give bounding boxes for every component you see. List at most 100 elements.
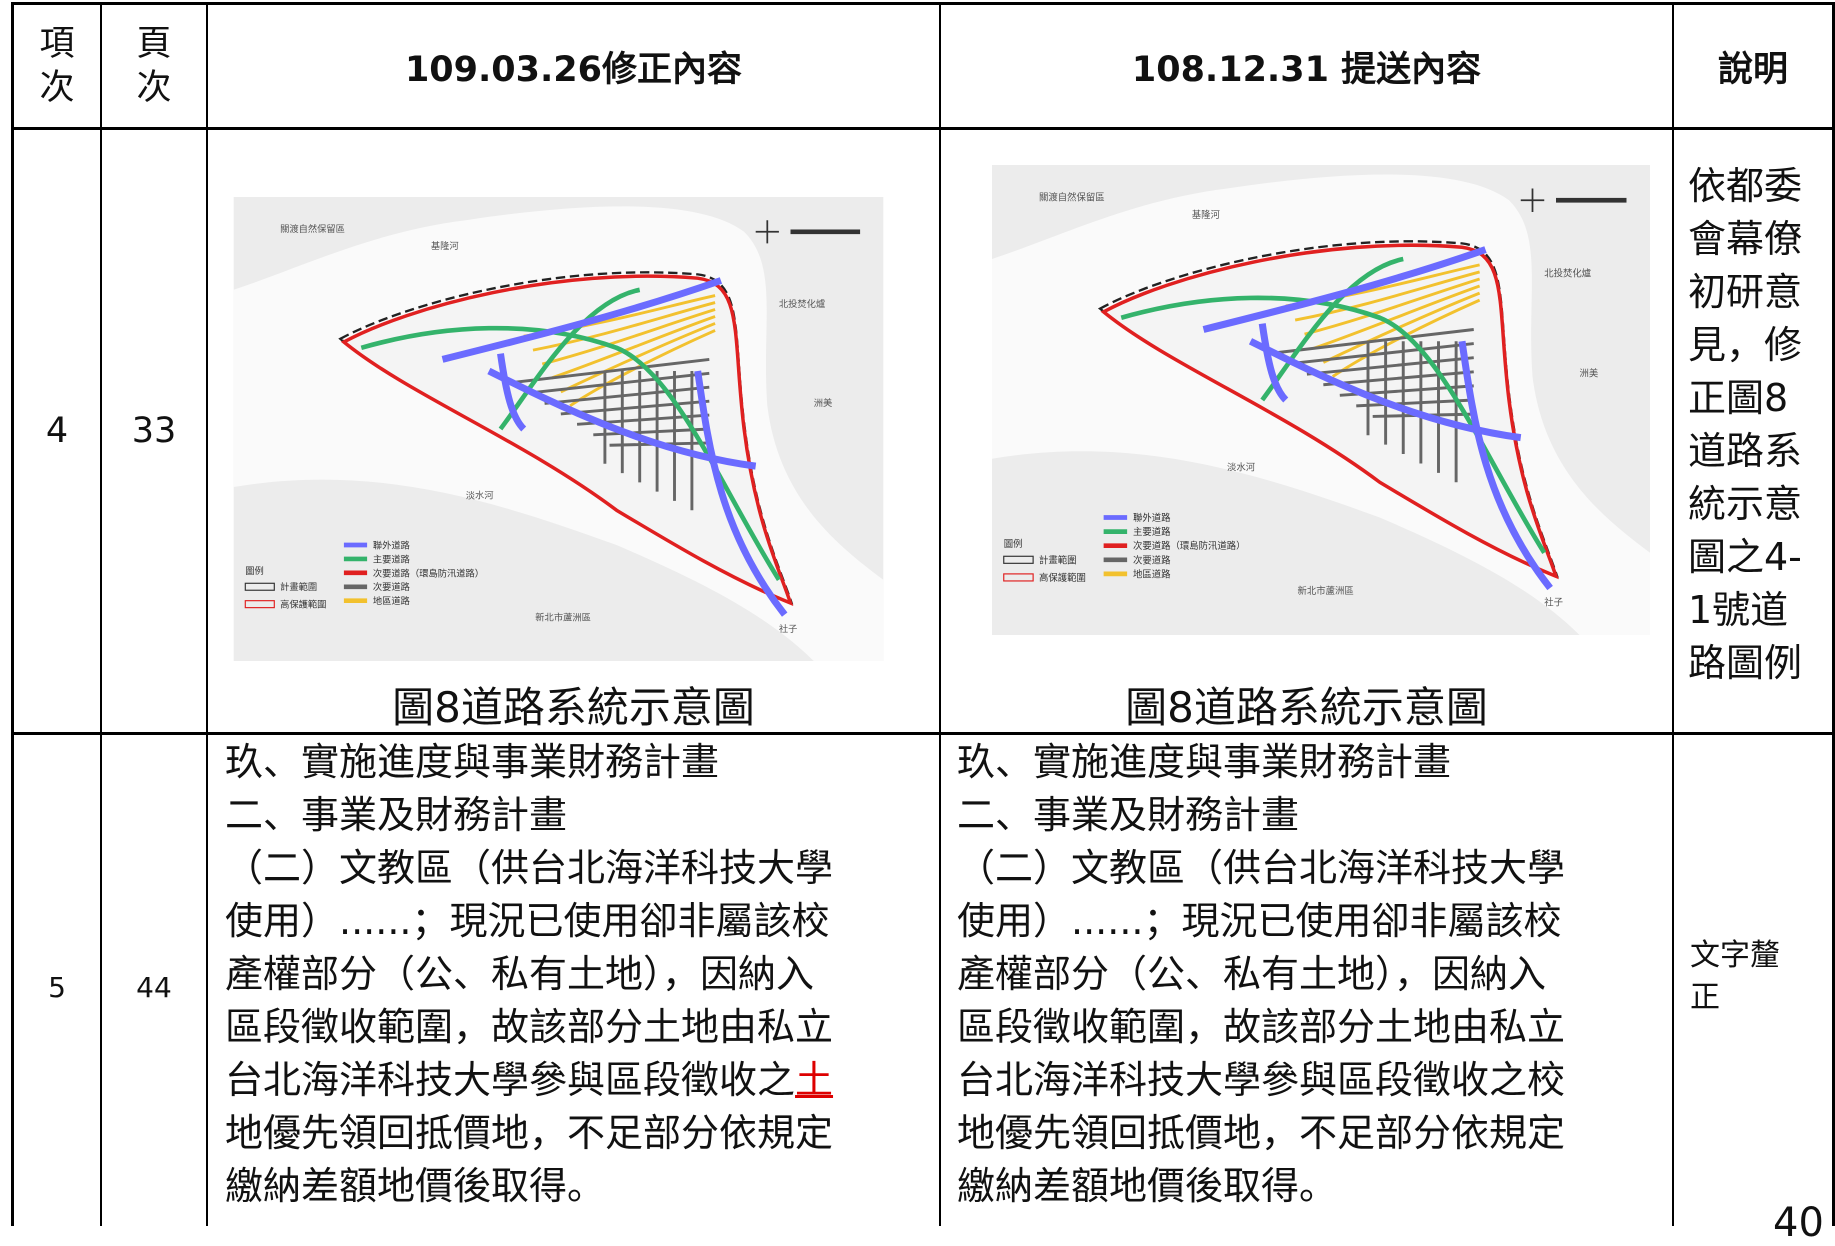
place-label: 北投焚化爐 (779, 298, 825, 310)
item: 4 (45, 411, 69, 451)
text-line: 二、事業及財務計畫 (957, 793, 1300, 837)
border (1672, 2, 1674, 1226)
header-item: 項次 (39, 24, 75, 108)
text-line: 區段徵收範圍，故該部分土地由私立 (225, 1005, 834, 1049)
border (1832, 2, 1835, 1226)
text-line: 產權部分（公、私有土地），因納入 (957, 952, 1547, 996)
place-label: 社子 (779, 623, 798, 635)
text-line: （二）文教區（供台北海洋科技大學 (225, 846, 834, 890)
place-label: 北投焚化爐 (1544, 268, 1591, 280)
caption: 圖8道路系統示意圖 (1125, 682, 1488, 732)
minor-road (560, 399, 710, 416)
note: 文字釐正 (1690, 938, 1780, 1015)
legend-label: 主要道路 (373, 553, 410, 565)
minor-road (593, 427, 710, 437)
text-line: 地優先領回抵價地，不足部分依規定 (957, 1111, 1566, 1155)
north-arrow (755, 220, 779, 244)
text-line: 地優先領回抵價地，不足部分依規定 (225, 1111, 834, 1155)
legend-label: 次要道路（環島防汛道路） (373, 567, 484, 579)
legend-swatch (244, 600, 275, 609)
note: 依都委會幕僚初研意見，修正圖8道路系統示意圖之4-1號道路圖例 (1688, 164, 1803, 685)
legend-label: 次要道路 (1133, 554, 1171, 566)
main-road (1120, 295, 1547, 554)
legend-label: 主要道路 (1133, 526, 1171, 538)
border (11, 127, 1835, 130)
place-label: 洲美 (814, 397, 833, 409)
legend-label: 高保護範圍 (280, 599, 326, 611)
local-road (1304, 277, 1481, 336)
text: 台北海洋科技大學參與區段徵收之 (225, 1058, 796, 1102)
external-road (1258, 323, 1289, 403)
text-line: 玖、實施進度與事業財務計畫 (225, 740, 720, 784)
border (206, 2, 208, 1226)
legend-label: 次要道路 (373, 581, 410, 593)
place-label: 洲美 (1580, 368, 1599, 380)
external-road (694, 370, 788, 617)
place-label: 新北市蘆洲區 (535, 611, 591, 623)
border (11, 732, 1835, 735)
border (100, 2, 102, 1226)
minor-road (511, 357, 710, 385)
minor-road (1356, 398, 1474, 408)
external-road (441, 277, 723, 363)
place-label: 社子 (1544, 597, 1563, 609)
text-line: 繳納差額地價後取得。 (225, 1164, 606, 1208)
legend-swatch (244, 582, 275, 591)
text-line: 玖、實施進度與事業財務計畫 (957, 740, 1452, 784)
legend-title: 圖例 (245, 565, 264, 577)
legend-label: 地區道路 (1133, 568, 1171, 580)
legend-label: 計畫範圍 (280, 581, 317, 593)
legend-swatch (1003, 555, 1034, 564)
text-line: 台北海洋科技大學參與區段徵收之土 (225, 1054, 833, 1107)
local-road (532, 301, 716, 352)
legend-label: 次要道路（環島防汛道路） (1133, 540, 1246, 552)
text-line: （二）文教區（供台北海洋科技大學 (957, 846, 1566, 890)
border (939, 2, 941, 1226)
text-line: 台北海洋科技大學參與區段徵收之校 (957, 1058, 1566, 1102)
text-line: 產權部分（公、私有土地），因納入 (225, 952, 815, 996)
legend-label: 聯外道路 (1133, 512, 1171, 524)
header-note: 說明 (1717, 49, 1788, 90)
local-road (1313, 284, 1481, 350)
header-page: 頁次 (136, 24, 172, 108)
place-label: 關渡自然保留區 (1039, 191, 1105, 203)
minor-road (1323, 370, 1474, 387)
minor-road (528, 371, 710, 395)
header-submitted: 108.12.31 提送內容 (1131, 49, 1482, 90)
place-label: 淡水河 (1227, 462, 1256, 474)
external-road (497, 353, 527, 432)
text-line: 區段徵收範圍，故該部分土地由私立 (957, 1005, 1566, 1049)
external-road (1458, 340, 1553, 591)
text-line: 二、事業及財務計畫 (225, 793, 568, 837)
legend-title: 圖例 (1004, 538, 1023, 550)
scale-bar (790, 229, 861, 235)
minor-road (1290, 342, 1474, 366)
caption: 圖8道路系統示意圖 (392, 682, 755, 732)
minor-road (544, 385, 710, 405)
legend-label: 計畫範圍 (1039, 554, 1077, 566)
text-line: 繳納差額地價後取得。 (957, 1164, 1338, 1208)
minor-road (1306, 356, 1474, 376)
revised-text: 玖、實施進度與事業財務計畫 二、事業及財務計畫 （二）文教區（供台北海洋科技大學 使用… (225, 736, 833, 1213)
place-label: 基隆河 (431, 240, 459, 252)
page-number: 40 (1773, 1200, 1824, 1246)
item: 5 (48, 971, 66, 1004)
place-label: 新北市蘆洲區 (1298, 585, 1354, 597)
local-road (541, 308, 716, 366)
scale-bar (1556, 197, 1627, 203)
place-label: 淡水河 (466, 490, 494, 502)
north-arrow (1520, 188, 1545, 212)
external-road (487, 367, 757, 470)
header-revised: 109.03.26修正內容 (404, 49, 743, 90)
place-label: 基隆河 (1192, 209, 1221, 221)
local-road (551, 315, 716, 380)
minor-road (1273, 328, 1474, 355)
legend-swatch (1003, 573, 1034, 582)
legend-label: 地區道路 (373, 595, 410, 607)
text-line: 使用）......；現況已使用卻非屬該校 (225, 899, 830, 943)
submitted-text: 玖、實施進度與事業財務計畫 二、事業及財務計畫 （二）文教區（供台北海洋科技大學 使用… (957, 736, 1565, 1213)
page-no: 44 (136, 971, 172, 1004)
place-label: 關渡自然保留區 (280, 223, 345, 235)
legend-label: 聯外道路 (373, 539, 410, 551)
